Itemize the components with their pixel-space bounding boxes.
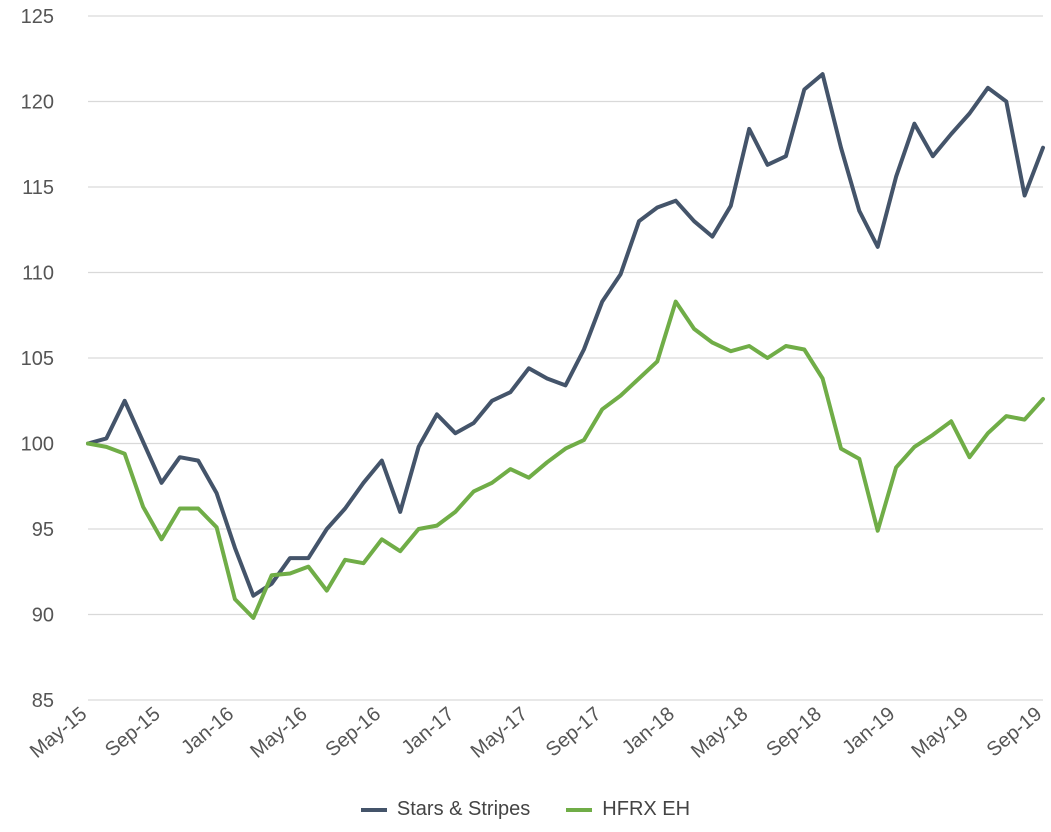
x-tick-label-sep-15: Sep-15	[101, 703, 165, 761]
x-tick-label-jan-16: Jan-16	[177, 703, 238, 759]
chart-legend: Stars & Stripes HFRX EH	[0, 798, 1051, 821]
x-tick-label-may-16: May-16	[246, 703, 311, 763]
legend-item-hfrx-eh: HFRX EH	[566, 798, 690, 821]
x-tick-label-may-19: May-19	[908, 703, 973, 763]
x-tick-label-may-18: May-18	[687, 703, 752, 763]
y-tick-label-105: 105	[21, 348, 54, 370]
y-tick-label-120: 120	[21, 92, 54, 114]
legend-swatch-stars-stripes	[360, 807, 387, 812]
x-tick-label-jan-17: Jan-17	[398, 703, 459, 759]
x-tick-label-sep-19: Sep-19	[983, 703, 1047, 761]
x-tick-label-sep-18: Sep-18	[762, 703, 826, 761]
x-tick-label-may-17: May-17	[467, 703, 532, 763]
x-tick-label-sep-17: Sep-17	[542, 703, 606, 761]
y-tick-label-90: 90	[32, 605, 54, 627]
x-tick-label-sep-16: Sep-16	[322, 703, 386, 761]
series-line-stars-stripes	[86, 72, 1045, 598]
legend-label-stars-stripes: Stars & Stripes	[396, 798, 531, 820]
y-tick-label-85: 85	[32, 690, 54, 712]
y-tick-label-110: 110	[22, 263, 54, 285]
legend-swatch-hfrx-eh	[566, 807, 593, 812]
y-tick-label-115: 115	[22, 177, 54, 199]
x-tick-label-jan-18: Jan-18	[618, 703, 679, 759]
y-tick-label-95: 95	[32, 519, 54, 541]
legend-label-hfrx-eh: HFRX EH	[602, 798, 691, 820]
legend-item-stars-stripes: Stars & Stripes	[360, 798, 531, 821]
y-tick-label-125: 125	[21, 6, 54, 28]
x-tick-label-jan-19: Jan-19	[838, 703, 899, 759]
series-line-hfrx-eh	[86, 299, 1045, 620]
y-tick-label-100: 100	[21, 434, 54, 456]
